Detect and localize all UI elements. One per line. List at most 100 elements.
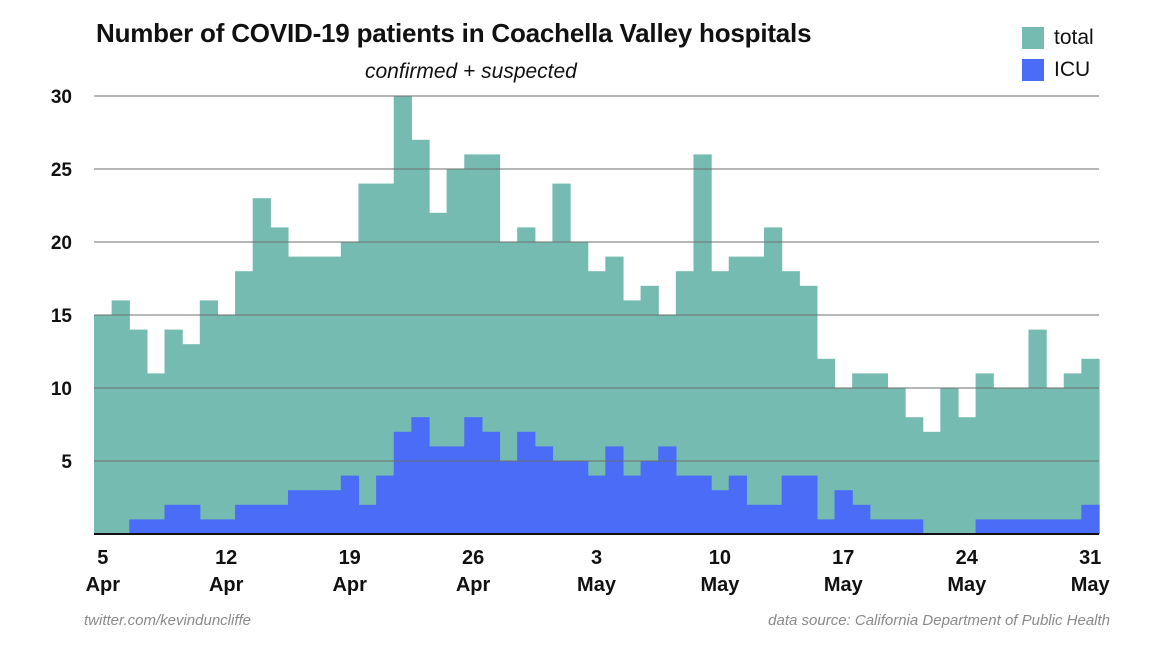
bar-total-5	[182, 344, 201, 534]
bar-total-11	[287, 256, 307, 534]
x-tick-month-4: May	[577, 574, 617, 596]
bar-total-15	[358, 183, 377, 534]
bar-total-43	[852, 373, 871, 534]
x-tick-month-0: Apr	[86, 574, 121, 596]
bar-total-36	[728, 256, 747, 534]
footer-credit: twitter.com/kevinduncliffe	[84, 612, 252, 629]
bar-total-38	[764, 227, 783, 534]
x-tick-day-1: 12	[215, 547, 237, 569]
bar-icu-53	[1028, 519, 1047, 534]
bar-icu-34	[693, 475, 712, 534]
bar-total-26	[552, 183, 571, 534]
bar-icu-33	[675, 475, 695, 534]
bar-icu-41	[816, 519, 836, 534]
bar-icu-3	[146, 519, 166, 534]
legend-label-icu: ICU	[1054, 58, 1091, 81]
bar-total-55	[1063, 373, 1082, 534]
bar-total-33	[675, 271, 695, 534]
bar-icu-44	[869, 519, 889, 534]
bar-total-20	[446, 169, 465, 534]
x-tick-day-2: 19	[339, 547, 361, 569]
bar-total-12	[305, 256, 324, 534]
bar-icu-14	[340, 475, 360, 534]
bar-icu-55	[1063, 519, 1082, 534]
bar-icu-42	[834, 490, 853, 534]
bar-icu-22	[481, 431, 501, 534]
bar-icu-15	[358, 504, 377, 534]
bar-total-4	[164, 329, 183, 534]
x-tick-month-6: May	[824, 574, 864, 596]
bar-icu-40	[799, 475, 818, 534]
legend-item-icu: ICU	[1022, 54, 1094, 86]
bar-total-35	[711, 271, 730, 534]
bar-icu-45	[887, 519, 906, 534]
bar-total-50	[975, 373, 994, 534]
bar-icu-26	[552, 461, 571, 534]
bar-icu-43	[852, 504, 871, 534]
bar-total-40	[799, 285, 818, 534]
bar-icu-12	[305, 490, 324, 534]
legend-swatch-total	[1022, 27, 1044, 49]
bar-icu-24	[517, 431, 536, 534]
bar-icu-5	[182, 504, 201, 534]
bar-icu-7	[217, 519, 236, 534]
bar-total-0	[94, 315, 113, 534]
bar-total-16	[376, 183, 395, 534]
footer-source: data source: California Department of Pu…	[768, 612, 1110, 629]
x-tick-month-8: May	[1071, 574, 1111, 596]
bar-icu-6	[199, 519, 219, 534]
bar-icu-20	[446, 446, 465, 534]
bar-total-46	[905, 417, 924, 534]
bar-icu-4	[164, 504, 183, 534]
bar-total-34	[693, 154, 712, 534]
y-tick-label-10: 10	[51, 379, 72, 400]
bar-icu-25	[534, 446, 554, 534]
bar-icu-38	[764, 504, 783, 534]
y-tick-label-30: 30	[51, 87, 72, 108]
x-tick-day-0: 5	[97, 547, 108, 569]
bar-icu-2	[129, 519, 148, 534]
bar-total-9	[252, 198, 271, 534]
x-tick-day-5: 10	[709, 547, 731, 569]
y-tick-label-5: 5	[61, 452, 72, 473]
bar-total-28	[587, 271, 606, 534]
bar-icu-19	[429, 446, 448, 534]
bar-icu-51	[993, 519, 1012, 534]
bar-total-53	[1028, 329, 1047, 534]
bar-icu-17	[393, 431, 412, 534]
bar-icu-18	[411, 417, 430, 534]
x-tick-month-5: May	[700, 574, 740, 596]
bar-total-1	[111, 300, 130, 534]
bar-total-41	[816, 358, 836, 534]
chart-subtitle: confirmed + suspected	[365, 60, 577, 83]
bar-icu-28	[587, 475, 606, 534]
bar-icu-31	[640, 461, 659, 534]
bar-total-8	[235, 271, 254, 534]
bar-icu-46	[905, 519, 924, 534]
bar-total-37	[746, 256, 765, 534]
bar-icu-10	[270, 504, 289, 534]
x-tick-month-2: Apr	[332, 574, 367, 596]
bar-icu-13	[323, 490, 342, 534]
bar-icu-9	[252, 504, 271, 534]
bar-icu-16	[376, 475, 395, 534]
bar-total-56	[1081, 358, 1100, 534]
bar-icu-56	[1081, 504, 1100, 534]
y-tick-label-20: 20	[51, 233, 72, 254]
bar-total-49	[957, 417, 977, 534]
legend-item-total: total	[1022, 22, 1094, 54]
x-tick-day-8: 31	[1079, 547, 1101, 569]
x-tick-day-6: 17	[832, 547, 854, 569]
bar-total-47	[922, 431, 941, 534]
bar-total-39	[781, 271, 800, 534]
bar-icu-29	[605, 446, 624, 534]
x-tick-day-3: 26	[462, 547, 484, 569]
x-tick-day-4: 3	[591, 547, 602, 569]
bar-icu-54	[1046, 519, 1065, 534]
bar-icu-37	[746, 504, 765, 534]
x-tick-day-7: 24	[956, 547, 979, 569]
bar-icu-30	[622, 475, 642, 534]
bar-icu-32	[658, 446, 677, 534]
bar-icu-21	[464, 417, 483, 534]
